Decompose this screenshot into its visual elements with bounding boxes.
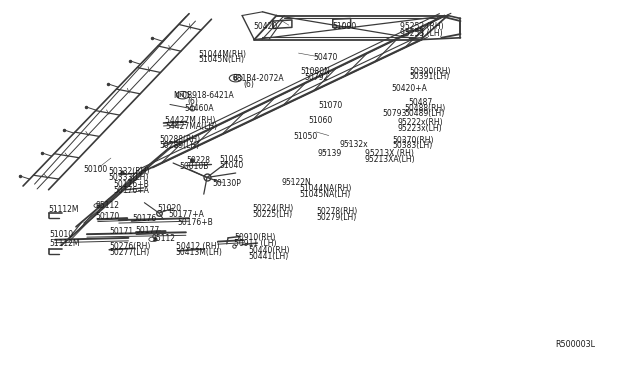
Text: 50177+A: 50177+A <box>169 211 205 219</box>
Text: 50391(LH): 50391(LH) <box>410 72 450 81</box>
Text: 50225(LH): 50225(LH) <box>252 211 292 219</box>
Text: 50171: 50171 <box>109 227 133 236</box>
Text: 51044NA(RH): 51044NA(RH) <box>300 184 352 193</box>
Text: 51070: 51070 <box>318 102 342 110</box>
Text: 51080N: 51080N <box>301 67 331 76</box>
Text: 95139: 95139 <box>317 149 342 158</box>
Text: 51090: 51090 <box>332 22 356 31</box>
Text: 51040: 51040 <box>219 161 243 170</box>
Text: 95132x: 95132x <box>340 140 369 149</box>
Text: 51020: 51020 <box>158 205 182 214</box>
Text: 50420: 50420 <box>253 22 277 31</box>
Text: 50176+A: 50176+A <box>113 186 149 195</box>
Text: R500003L: R500003L <box>555 340 595 349</box>
Text: N: N <box>178 93 184 98</box>
Text: 51112M: 51112M <box>49 238 80 248</box>
Text: 50177: 50177 <box>136 226 160 235</box>
Text: 50370(RH): 50370(RH) <box>393 135 435 145</box>
Text: 50100: 50100 <box>84 165 108 174</box>
Text: 50276(RH): 50276(RH) <box>109 242 150 251</box>
Text: 50440(RH): 50440(RH) <box>248 246 290 255</box>
Text: 54460A: 54460A <box>184 104 214 113</box>
Text: 95223x(LH): 95223x(LH) <box>398 124 442 133</box>
Text: 51050: 51050 <box>293 132 317 141</box>
Text: 50390(RH): 50390(RH) <box>410 67 451 76</box>
Text: 51045NA(LH): 51045NA(LH) <box>300 190 351 199</box>
Text: 081B4-2072A: 081B4-2072A <box>232 74 284 83</box>
Text: 50487: 50487 <box>408 98 433 107</box>
Text: 95213X (RH): 95213X (RH) <box>365 149 413 158</box>
Text: 50333(LH): 50333(LH) <box>108 173 148 182</box>
Text: 95122N: 95122N <box>282 178 312 187</box>
Text: 50228: 50228 <box>186 156 211 165</box>
Text: 50277(LH): 50277(LH) <box>109 248 150 257</box>
Text: N 0B918-6421A: N 0B918-6421A <box>174 91 234 100</box>
Text: 50383(LH): 50383(LH) <box>393 141 433 151</box>
Text: 95112: 95112 <box>95 201 119 210</box>
Text: 50910(RH): 50910(RH) <box>234 232 276 242</box>
Text: 95112: 95112 <box>152 234 175 243</box>
Text: 54427MA(LH): 54427MA(LH) <box>166 122 218 131</box>
Text: 95222x(RH): 95222x(RH) <box>398 119 444 128</box>
Text: 50176: 50176 <box>132 214 157 223</box>
Text: 50224(RH): 50224(RH) <box>252 205 294 214</box>
Text: 51045N(LH): 51045N(LH) <box>198 55 244 64</box>
Text: 95253 (LH): 95253 (LH) <box>401 29 443 38</box>
Text: 51045: 51045 <box>219 155 243 164</box>
Text: (6): (6) <box>243 80 254 89</box>
Text: 50279(LH): 50279(LH) <box>316 213 356 222</box>
Text: 95213XA(LH): 95213XA(LH) <box>365 155 415 164</box>
Text: 50420+A: 50420+A <box>392 84 428 93</box>
Text: 50793: 50793 <box>383 109 407 118</box>
Text: 50470: 50470 <box>314 52 338 61</box>
Text: 50170: 50170 <box>95 212 120 221</box>
Text: 50441(LH): 50441(LH) <box>248 252 289 261</box>
Text: (6): (6) <box>188 97 198 106</box>
Text: 50489(LH): 50489(LH) <box>404 109 445 118</box>
Text: 50412 (RH): 50412 (RH) <box>175 242 220 251</box>
Text: 51010: 51010 <box>49 230 74 240</box>
Text: 51112M: 51112M <box>48 205 79 214</box>
Text: 54427M (RH): 54427M (RH) <box>166 116 216 125</box>
Text: 50288(RH): 50288(RH) <box>159 135 200 144</box>
Text: 95252 (RH): 95252 (RH) <box>401 22 444 31</box>
Text: 50176+B: 50176+B <box>113 180 149 189</box>
Text: 50792: 50792 <box>305 73 329 82</box>
Text: 50289(LH): 50289(LH) <box>159 141 199 150</box>
Text: 51060: 51060 <box>308 116 333 125</box>
Text: 50488(RH): 50488(RH) <box>404 104 445 113</box>
Text: 50911 (LH): 50911 (LH) <box>234 238 277 248</box>
Text: 50413M(LH): 50413M(LH) <box>175 248 223 257</box>
Text: 50278(RH): 50278(RH) <box>316 207 357 216</box>
Text: 50010B: 50010B <box>179 162 209 171</box>
Text: 51044M(RH): 51044M(RH) <box>198 49 246 58</box>
Text: 50130P: 50130P <box>212 179 241 187</box>
Text: 50332(RH): 50332(RH) <box>108 167 149 176</box>
Text: 50176+B: 50176+B <box>177 218 212 227</box>
Text: B: B <box>232 76 237 81</box>
